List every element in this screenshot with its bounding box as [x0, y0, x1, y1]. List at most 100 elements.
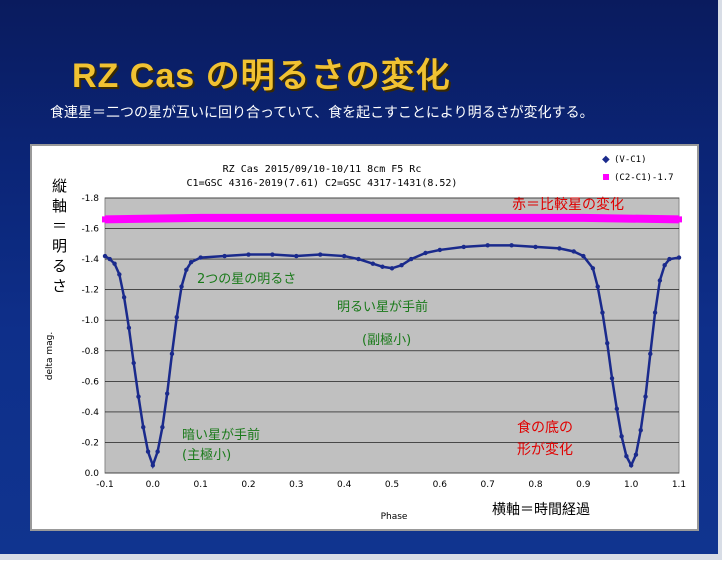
series-vc1-point [461, 244, 466, 250]
slide-title: RZ Cas の明るさの変化 [72, 57, 451, 95]
y-tick-labels: -1.8 -1.6 -1.4 -1.2 -1.0 -0.8 -0.6 -0.4 -0.2 0.0 [81, 194, 99, 479]
y-tick-label: -0.8 [81, 347, 99, 357]
series-c2c1-point [580, 214, 587, 221]
series-c2c1-point [197, 214, 204, 221]
series-vc1-point [155, 449, 160, 454]
series-vc1-point [222, 253, 227, 259]
series-vc1-point [246, 252, 251, 257]
vaxis-note-char: 縦 [52, 177, 67, 195]
series-vc1-point [657, 278, 663, 283]
legend-marker-c2c1 [603, 174, 609, 180]
series-vc1-point [509, 243, 514, 248]
x-tick-label: 1.1 [672, 480, 686, 490]
series-vc1-point [595, 284, 600, 289]
slide-subtitle: 食連星＝二つの星が互いに回り合っていて、食を起こすことにより明るさが変化する。 [50, 105, 594, 121]
horizontal-axis-note: 横軸＝時間経過 [492, 502, 590, 518]
light-curve-chart: -0.1 0.0 0.1 0.2 0.3 0.4 0.5 0.6 0.7 0.8 0.9 1.0 1.1… [45, 154, 686, 522]
series-vc1-point [341, 253, 347, 259]
series-vc1-point [609, 376, 615, 381]
chart-header-line1: RZ Cas 2015/09/10-10/11 8cm F5 Rc [223, 164, 422, 175]
series-vc1-point [648, 351, 653, 357]
series-vc1-point [294, 253, 299, 259]
x-tick-label: 0.8 [528, 480, 543, 490]
series-vc1-point [131, 360, 136, 366]
x-tick-label: 0.0 [146, 480, 161, 490]
series-vc1-point [102, 253, 108, 259]
y-tick-label: -0.2 [81, 438, 99, 448]
x-tick-label: 0.6 [433, 480, 448, 490]
plot-area [104, 197, 680, 474]
series-vc1-point [643, 394, 648, 399]
series-vc1-point [571, 249, 576, 254]
series-vc1-point [150, 463, 156, 468]
series-c2c1-point [676, 216, 682, 223]
data-series [102, 213, 682, 470]
series-c2c1-point [484, 214, 491, 221]
series-vc1-point [423, 250, 428, 256]
series-vc1-point [624, 453, 629, 459]
series-vc1-point [356, 256, 361, 262]
x-tick-label: 0.7 [481, 480, 495, 490]
y-tick-label: -1.2 [81, 286, 99, 296]
series-vc1-point [619, 434, 624, 439]
chart-header-line2: C1=GSC 4316-2019(7.61) C2=GSC 4317-1431(… [187, 178, 458, 189]
series-vc1-point [533, 244, 538, 250]
series-vc1-point [662, 263, 667, 268]
series-vc1-point [380, 264, 385, 269]
x-tick-label: 0.5 [385, 480, 399, 490]
y-tick-label: -1.8 [81, 194, 99, 204]
y-axis-label: delta mag. [45, 332, 55, 381]
series-vc1-point [633, 452, 639, 457]
legend-marker-vc1: ◆ [602, 154, 610, 165]
series-c2c1-point [293, 214, 300, 221]
legend-label-c2c1: (C2-C1)-1.7 [614, 173, 674, 183]
series-vc1-point [676, 255, 682, 260]
series-vc1-point [581, 253, 586, 259]
x-tick-label: 0.4 [337, 480, 352, 490]
annotation-brightness: 2つの星の明るさ [197, 272, 296, 287]
series-vc1-point [557, 246, 562, 251]
vaxis-note-char: る [52, 257, 67, 275]
series-vc1-point [188, 259, 194, 265]
series-c2c1-point [389, 214, 395, 221]
x-tick-label: 0.9 [576, 480, 591, 490]
series-vc1-point [600, 310, 605, 315]
series-vc1-point [160, 424, 165, 430]
series-c2c1-point [102, 216, 108, 223]
series-vc1-point [184, 267, 189, 273]
x-tick-label: 0.2 [241, 480, 255, 490]
vaxis-note-char: さ [52, 277, 67, 295]
vaxis-note-char: 明 [52, 237, 67, 255]
series-vc1-point [270, 252, 275, 257]
y-tick-label: -1.6 [81, 225, 99, 235]
gridlines [105, 197, 679, 474]
series-vc1-point [408, 256, 414, 262]
annotation-eclipse-bottom-2: 形が変化 [517, 441, 573, 458]
slide-background: RZ Cas の明るさの変化 食連星＝二つの星が互いに回り合っていて、食を起こす… [0, 0, 722, 560]
annotation-dark-star-front: 暗い星が手前 [182, 427, 260, 443]
series-vc1-point [112, 261, 117, 266]
x-tick-label: 1.0 [624, 480, 639, 490]
series-vc1-point [370, 261, 376, 266]
series-vc1-point [638, 428, 643, 433]
series-vc1-point [628, 463, 634, 468]
series-vc1-point [437, 247, 443, 253]
series-vc1-point [389, 266, 395, 271]
series-vc1-point [117, 272, 122, 277]
series-vc1-point [164, 391, 170, 396]
annotation-primary-min: (主極小) [182, 447, 231, 463]
vertical-axis-note: 縦 軸 ＝ 明 る さ [52, 177, 67, 295]
series-vc1-point [174, 314, 179, 320]
legend-label-vc1: (V-C1) [614, 155, 647, 165]
y-tick-label: -0.4 [81, 408, 99, 418]
y-tick-label: -0.6 [81, 377, 99, 387]
x-tick-labels: -0.1 0.0 0.1 0.2 0.3 0.4 0.5 0.6 0.7 0.8 0.9 1.0 1.1 [96, 480, 686, 490]
series-vc1-point [169, 351, 175, 357]
series-vc1-point [198, 255, 203, 260]
series-vc1-point [141, 424, 146, 430]
annotation-bright-star-front: 明るい星が手前 [337, 299, 428, 315]
series-vc1-point [145, 449, 151, 454]
x-tick-label: -0.1 [96, 480, 114, 490]
series-vc1-point [590, 266, 596, 271]
y-tick-label: -1.0 [81, 316, 99, 326]
